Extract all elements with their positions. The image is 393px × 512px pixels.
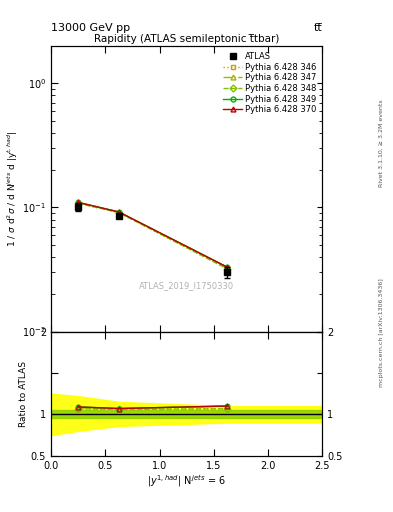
X-axis label: $|y^{1,had}|$ N$^{jets}$ = 6: $|y^{1,had}|$ N$^{jets}$ = 6 [147, 473, 226, 489]
Text: ATLAS_2019_I1750330: ATLAS_2019_I1750330 [139, 282, 234, 290]
Text: Rivet 3.1.10, ≥ 3.2M events: Rivet 3.1.10, ≥ 3.2M events [379, 99, 384, 187]
Text: 13000 GeV pp: 13000 GeV pp [51, 23, 130, 33]
Y-axis label: 1 / $\sigma$ d$^2\sigma$ / d N$^{jets}$ d |y$^{t,had}$|: 1 / $\sigma$ d$^2\sigma$ / d N$^{jets}$ … [5, 131, 20, 247]
Text: mcplots.cern.ch [arXiv:1306.3436]: mcplots.cern.ch [arXiv:1306.3436] [379, 279, 384, 387]
Y-axis label: Ratio to ATLAS: Ratio to ATLAS [19, 360, 28, 426]
Text: tt̅: tt̅ [314, 23, 322, 33]
Title: Rapidity (ATLAS semileptonic t̅tbar): Rapidity (ATLAS semileptonic t̅tbar) [94, 34, 279, 44]
Legend: ATLAS, Pythia 6.428 346, Pythia 6.428 347, Pythia 6.428 348, Pythia 6.428 349, P: ATLAS, Pythia 6.428 346, Pythia 6.428 34… [222, 50, 318, 116]
